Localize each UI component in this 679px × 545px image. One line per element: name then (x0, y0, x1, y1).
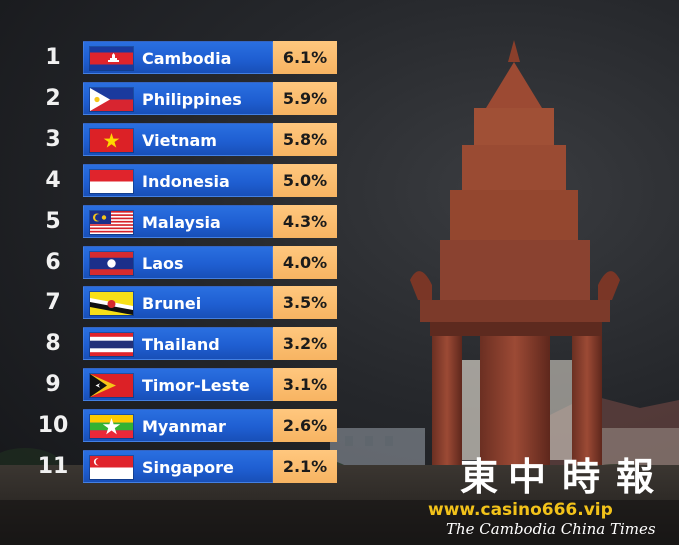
table-row: 6 Laos 4.0% (0, 245, 679, 279)
table-row: 1 Cambodia 6.1% (0, 41, 679, 74)
table-row: 3 Vietnam 5.8% (0, 122, 679, 156)
rank-number: 1 (45, 45, 61, 70)
watermark-char: 報 (616, 454, 655, 499)
percentage-value: 2.6% (273, 409, 337, 443)
table-row: 5 Malaysia 4.3% (0, 204, 679, 238)
percentage-value: 5.9% (273, 81, 337, 115)
country-bar: Timor-Leste (83, 368, 273, 402)
country-name: Singapore (142, 458, 234, 477)
percentage-value: 5.8% (273, 122, 337, 156)
rank-number: 2 (45, 85, 61, 111)
country-bar: Vietnam (83, 122, 273, 156)
country-name: Myanmar (142, 417, 226, 437)
rank-number: 7 (45, 290, 61, 316)
percentage-value: 4.3% (273, 204, 337, 238)
flag-indonesia-icon (90, 169, 133, 193)
percentage-value: 4.0% (273, 245, 337, 279)
flag-timor-leste-icon (90, 374, 133, 398)
watermark-url: www.casino666.vip (428, 500, 613, 520)
country-bar: Singapore (83, 450, 273, 483)
percentage-value: 6.1% (273, 41, 337, 74)
rank-number: 3 (45, 126, 61, 152)
rank-number: 6 (45, 249, 61, 275)
percentage-value: 2.1% (273, 450, 337, 483)
country-name: Indonesia (142, 171, 230, 191)
table-row: 9 Timor-Leste 3.1% (0, 368, 679, 402)
country-bar: Philippines (83, 81, 273, 115)
rank-number: 8 (45, 331, 61, 357)
rank-number: 11 (37, 454, 69, 479)
percentage-value: 5.0% (273, 163, 337, 197)
country-name: Cambodia (142, 49, 232, 68)
percentage-value: 3.2% (273, 327, 337, 361)
country-name: Malaysia (142, 212, 221, 232)
flag-myanmar-icon (90, 415, 133, 439)
percentage-value: 3.1% (273, 368, 337, 402)
country-bar: Indonesia (83, 163, 273, 197)
flag-vietnam-icon (90, 128, 133, 152)
flag-malaysia-icon (90, 210, 133, 234)
watermark-char: 時 (562, 454, 601, 499)
rank-number: 4 (45, 167, 61, 193)
table-row: 4 Indonesia 5.0% (0, 163, 679, 197)
rank-number: 9 (45, 372, 61, 398)
country-bar: Thailand (83, 327, 273, 361)
flag-laos-icon (90, 251, 133, 275)
country-bar: Cambodia (83, 41, 273, 74)
country-name: Vietnam (142, 130, 217, 150)
watermark-char: 東 (460, 454, 499, 499)
table-row: 2 Philippines 5.9% (0, 81, 679, 115)
flag-brunei-icon (90, 292, 133, 316)
watermark-char: 中 (508, 454, 547, 499)
flag-thailand-icon (90, 333, 133, 357)
table-row: 7 Brunei 3.5% (0, 286, 679, 320)
country-name: Thailand (142, 335, 220, 355)
country-bar: Malaysia (83, 204, 273, 238)
percentage-value: 3.5% (273, 286, 337, 320)
country-name: Brunei (142, 294, 202, 314)
watermark-english-name: The Cambodia China Times (446, 520, 656, 538)
watermark: 東 中 時 報 www.casino666.vip The Cambodia C… (428, 452, 671, 538)
flag-cambodia-icon (90, 47, 133, 70)
table-row: 11 Singapore 2.1% (0, 450, 679, 483)
country-name: Philippines (142, 89, 242, 109)
flag-philippines-icon (90, 87, 133, 111)
country-bar: Myanmar (83, 409, 273, 443)
table-row: 10 Myanmar 2.6% (0, 409, 679, 443)
table-row: 8 Thailand 3.2% (0, 327, 679, 361)
rank-number: 5 (45, 208, 61, 234)
flag-singapore-icon (90, 456, 133, 479)
country-name: Timor-Leste (142, 376, 250, 396)
country-bar: Brunei (83, 286, 273, 320)
rank-number: 10 (37, 413, 69, 439)
country-name: Laos (142, 253, 184, 273)
country-bar: Laos (83, 245, 273, 279)
